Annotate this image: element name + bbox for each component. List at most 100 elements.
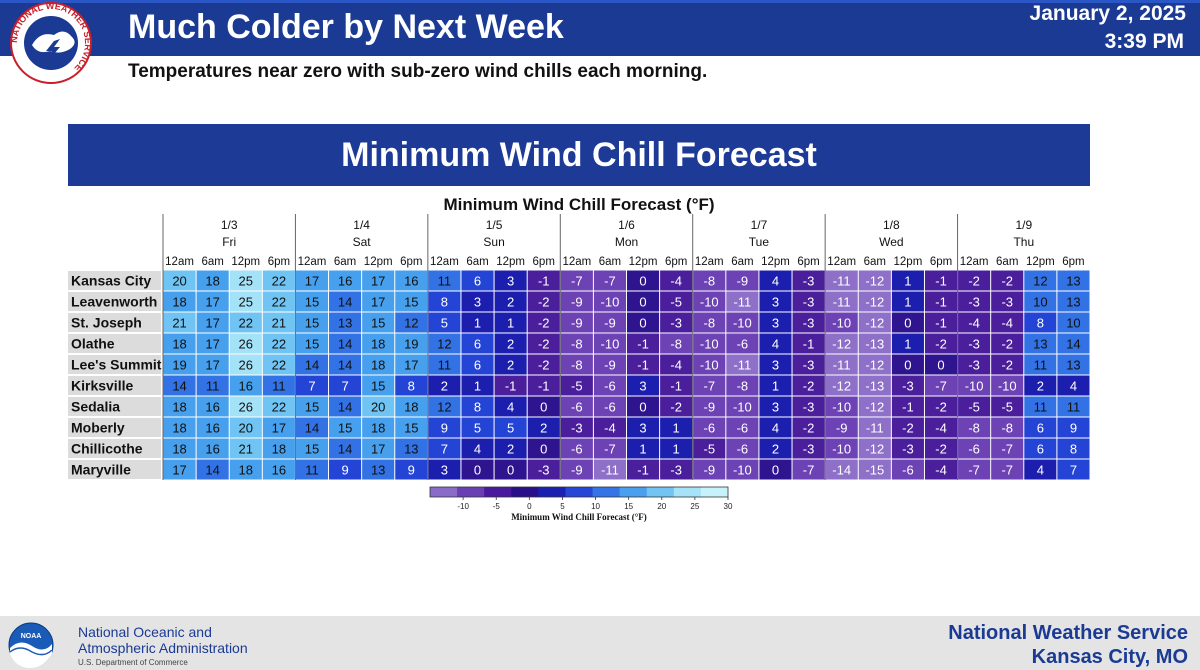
cell-value: 17 xyxy=(205,337,219,352)
heatmap-cell xyxy=(262,417,295,438)
heatmap-cell xyxy=(958,438,991,459)
heatmap-cell xyxy=(958,417,991,438)
cell-value: -6 xyxy=(737,442,749,457)
heatmap-cell xyxy=(560,333,593,354)
cell-value: -11 xyxy=(733,295,751,310)
heatmap-cell xyxy=(660,354,693,375)
heatmap-cell xyxy=(1024,375,1057,396)
cell-value: 8 xyxy=(1070,442,1077,457)
heatmap-cell xyxy=(593,459,626,480)
heatmap-cell xyxy=(593,375,626,396)
heatmap-cell xyxy=(660,375,693,396)
colorbar-tick-label: 10 xyxy=(591,502,600,511)
heatmap-cell xyxy=(262,396,295,417)
cell-value: -3 xyxy=(803,316,815,331)
cell-value: -10 xyxy=(998,379,1017,394)
cell-value: -8 xyxy=(1001,421,1013,436)
time-label: 12am xyxy=(827,256,856,268)
heatmap-cell xyxy=(726,375,759,396)
cell-value: 18 xyxy=(371,337,385,352)
cell-value: 8 xyxy=(408,379,415,394)
cell-value: -3 xyxy=(803,442,815,457)
heatmap-cell xyxy=(593,417,626,438)
cell-value: -12 xyxy=(832,337,851,352)
cell-value: 15 xyxy=(338,421,352,436)
heatmap-cell xyxy=(395,270,428,291)
noaa-logo-icon: NOAA xyxy=(8,622,54,668)
cell-value: -3 xyxy=(538,463,550,478)
heatmap-cell xyxy=(362,312,395,333)
heatmap-cell xyxy=(428,459,461,480)
cell-value: -3 xyxy=(968,358,980,373)
cell-value: 13 xyxy=(404,442,418,457)
heatmap-cell xyxy=(924,375,958,396)
cell-value: -2 xyxy=(968,274,980,289)
heatmap-cell xyxy=(494,375,527,396)
heatmap-cell xyxy=(792,270,825,291)
heatmap-cell xyxy=(891,417,924,438)
cell-value: -6 xyxy=(571,442,583,457)
heatmap-cell xyxy=(527,354,560,375)
cell-value: 14 xyxy=(338,358,352,373)
heatmap-cell xyxy=(362,270,395,291)
heatmap-cell xyxy=(196,333,229,354)
heatmap-cell xyxy=(693,417,726,438)
day-name-label: Thu xyxy=(1013,235,1034,249)
colorbar-segment xyxy=(619,487,648,497)
cell-value: -8 xyxy=(968,421,980,436)
cell-value: 8 xyxy=(441,295,448,310)
cell-value: 3 xyxy=(772,316,779,331)
heatmap-cell xyxy=(295,396,329,417)
cell-value: 15 xyxy=(305,316,319,331)
cell-value: -9 xyxy=(836,421,848,436)
cell-value: 20 xyxy=(172,274,186,289)
heatmap-cell xyxy=(295,459,329,480)
day-name-label: Wed xyxy=(879,235,903,249)
cell-value: 3 xyxy=(772,358,779,373)
cell-value: 22 xyxy=(272,358,286,373)
cell-value: -10 xyxy=(965,379,984,394)
cell-value: 16 xyxy=(205,400,219,415)
heatmap-cell xyxy=(262,333,295,354)
office-name: National Weather Service xyxy=(948,622,1188,644)
heatmap-cell xyxy=(792,417,825,438)
heatmap-cell xyxy=(196,312,229,333)
heatmap-cell xyxy=(858,396,891,417)
cell-value: -4 xyxy=(604,421,616,436)
location-label: Lee's Summit xyxy=(71,357,162,373)
time-label: 12am xyxy=(960,256,989,268)
heatmap-cell xyxy=(395,375,428,396)
cell-value: 18 xyxy=(272,442,286,457)
day-date-label: 1/5 xyxy=(486,218,503,232)
cell-value: -2 xyxy=(1001,337,1013,352)
cell-value: -12 xyxy=(832,379,851,394)
cell-value: -10 xyxy=(601,295,620,310)
heatmap-cell xyxy=(163,291,196,312)
cell-value: -4 xyxy=(935,421,947,436)
heatmap-cell xyxy=(693,333,726,354)
cell-value: -10 xyxy=(733,463,752,478)
cell-value: -9 xyxy=(604,316,616,331)
heatmap-cell xyxy=(759,312,792,333)
heatmap-cell xyxy=(593,354,626,375)
cell-value: 6 xyxy=(1037,421,1044,436)
cell-value: 22 xyxy=(239,316,253,331)
cell-value: -5 xyxy=(968,400,980,415)
location-label: St. Joseph xyxy=(71,315,142,331)
heatmap-cell xyxy=(494,417,527,438)
heatmap-cell xyxy=(958,459,991,480)
heatmap-cell xyxy=(991,375,1024,396)
cell-value: -8 xyxy=(737,379,749,394)
time-label: 6pm xyxy=(1062,256,1084,268)
heatmap-cell xyxy=(229,396,262,417)
cell-value: -1 xyxy=(637,358,649,373)
cell-value: 7 xyxy=(441,442,448,457)
heatmap-cell xyxy=(295,375,329,396)
heatmap-cell xyxy=(924,459,958,480)
cell-value: 0 xyxy=(639,274,646,289)
heatmap-cell xyxy=(295,438,329,459)
heatmap-cell xyxy=(693,459,726,480)
cell-value: -2 xyxy=(935,337,947,352)
heatmap-cell xyxy=(196,438,229,459)
cell-value: 11 xyxy=(206,379,220,394)
